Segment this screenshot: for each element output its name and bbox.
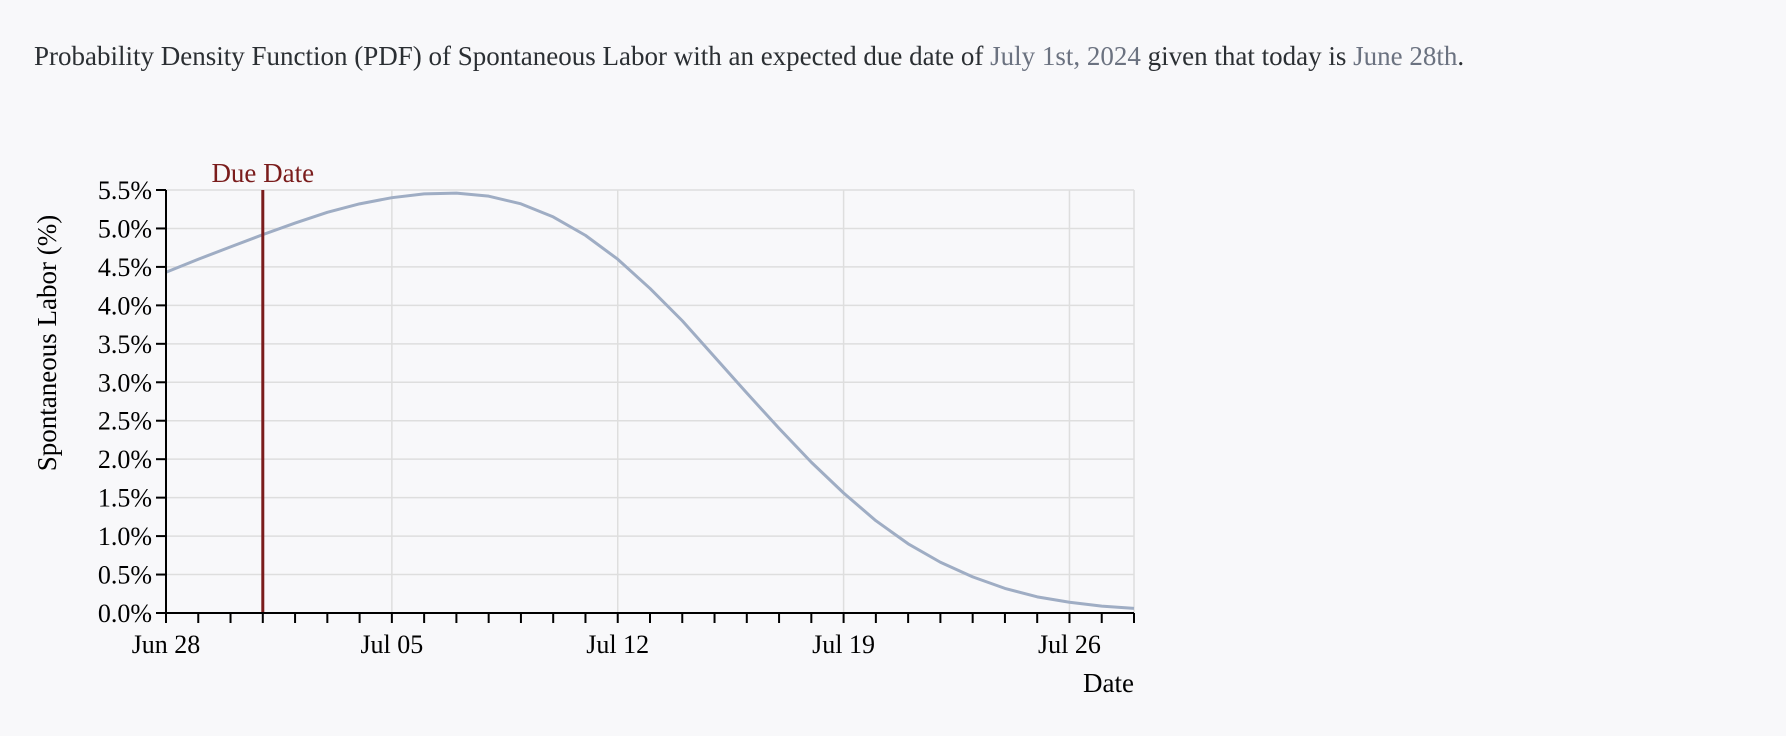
y-tick-label-11: 5.5% [98,176,152,205]
y-tick-label-4: 2.0% [98,445,152,474]
caption-text-start: Probability Density Function (PDF) of Sp… [34,41,991,71]
caption-today-date: June 28th [1353,41,1458,71]
axes: 0.0% 0.5% 1.0% 1.5% 2.0% 2.5% 3.0% 3.5% 4.0% 4.5%… [98,176,1135,659]
y-tick-label-9: 4.5% [98,253,152,282]
due-date-annotation: Due Date [211,158,314,613]
x-tick-label-0: Jun 28 [132,630,201,659]
caption-text-middle: given that today is [1140,41,1354,71]
caption-due-date: July 1st, 2024 [990,41,1141,71]
y-tick-label-0: 0.0% [98,599,152,628]
x-tick-label-4: Jul 26 [1038,630,1101,659]
series-line [165,191,1135,610]
y-tick-label-6: 3.0% [98,368,152,397]
x-tick-label-1: Jul 05 [360,630,423,659]
y-tick-label-5: 2.5% [98,407,152,436]
y-axis-title: Spontaneous Labor (%) [32,215,62,471]
y-tick-label-8: 4.0% [98,291,152,320]
y-tick-label-10: 5.0% [98,214,152,243]
y-tick-label-3: 1.5% [98,484,152,513]
x-tick-label-3: Jul 19 [812,630,875,659]
grid-lines [165,189,1135,614]
y-tick-label-2: 1.0% [98,522,152,551]
chart-caption: Probability Density Function (PDF) of Sp… [34,38,1464,74]
series-layer [165,191,1135,610]
y-tick-label-1: 0.5% [98,561,152,590]
caption-text-end: . [1457,41,1465,71]
due-date-label: Due Date [211,158,314,188]
x-tick-label-2: Jul 12 [586,630,649,659]
x-axis-title: Date [1083,668,1134,698]
y-tick-label-7: 3.5% [98,330,152,359]
